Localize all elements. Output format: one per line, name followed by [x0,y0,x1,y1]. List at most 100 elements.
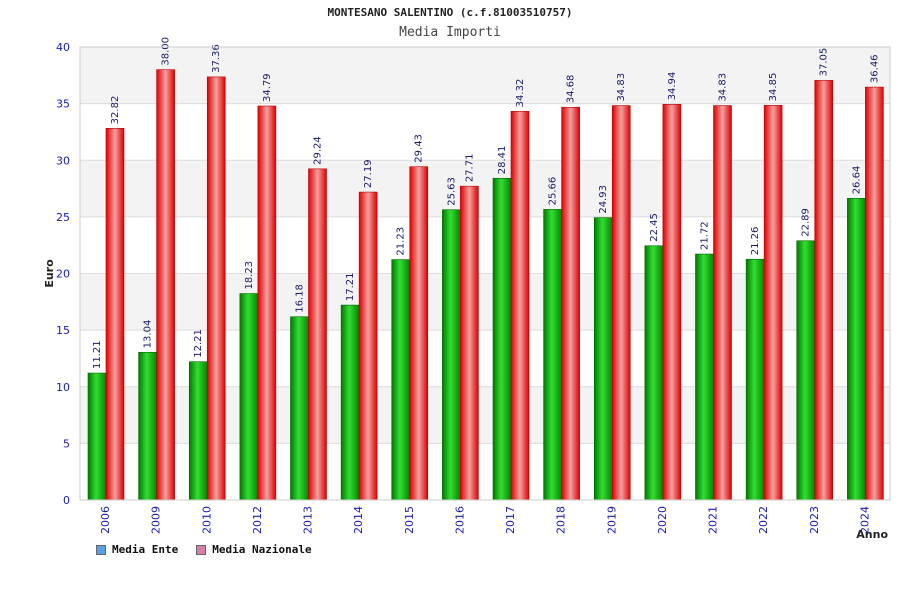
y-tick-label: 40 [56,41,70,54]
plot-frame [79,46,891,501]
x-tick-label: 2017 [504,506,517,534]
bar-media-nazionale [713,105,732,501]
value-label-ente: 21.72 [700,221,711,250]
value-label-ente: 22.89 [801,208,812,237]
legend-label-nazionale: Media Nazionale [212,543,312,556]
value-label-nazionale: 27.19 [363,159,374,188]
value-label-ente: 22.45 [649,213,660,242]
value-label-nazionale: 29.43 [414,134,425,163]
x-tick-label: 2016 [453,506,466,534]
bar-media-ente [87,372,107,501]
value-label-ente: 21.26 [750,227,761,256]
value-label-nazionale: 29.24 [313,136,324,165]
bar-media-nazionale [206,76,226,501]
bar-media-nazionale [814,80,834,501]
bar-media-ente [847,198,866,501]
legend-swatch-ente [96,544,106,555]
y-tick-label: 5 [63,437,70,450]
value-label-nazionale: 34.32 [515,79,526,108]
y-tick-label: 35 [56,98,70,111]
bar-media-nazionale [611,105,631,501]
bar-media-ente [340,304,360,501]
y-tick-label: 25 [56,211,70,224]
y-tick-label: 20 [56,268,70,281]
value-label-nazionale: 34.94 [667,72,678,101]
bar-media-ente [543,209,562,501]
value-label-nazionale: 36.46 [869,54,880,83]
legend-item-ente: Media Ente [96,543,178,556]
bar-media-ente [138,352,157,501]
legend-item-nazionale: Media Nazionale [196,543,312,556]
x-tick-label: 2023 [808,506,821,534]
value-label-ente: 18.23 [244,261,255,290]
x-tick-label: 2006 [99,506,112,534]
bar-media-nazionale [763,105,783,501]
bar-media-ente [391,259,411,501]
x-tick-label: 2013 [302,506,315,534]
y-tick-label: 10 [56,381,70,394]
bar-media-nazionale [358,191,378,501]
value-label-ente: 24.93 [598,185,609,214]
x-tick-label: 2009 [150,506,163,534]
value-label-nazionale: 27.71 [464,154,475,183]
bar-media-ente [796,240,816,501]
bar-media-ente [695,253,714,501]
chart-legend: Media Ente Media Nazionale [96,543,312,556]
chart-title: MONTESANO SALENTINO (c.f.81003510757) [327,6,573,19]
bar-media-ente [644,245,664,501]
value-label-ente: 25.63 [446,177,457,206]
x-axis-label: Anno [856,528,888,541]
bar-media-nazionale [409,166,429,501]
y-tick-label: 30 [56,154,70,167]
value-label-ente: 17.21 [345,272,356,301]
y-tick-label: 15 [56,324,70,337]
x-tick-label: 2018 [555,506,568,534]
value-label-nazionale: 38.00 [161,37,172,66]
bar-media-nazionale [156,69,175,501]
value-label-nazionale: 37.36 [211,44,222,73]
x-tick-label: 2021 [707,506,720,534]
x-tick-label: 2024 [858,506,871,534]
x-tick-label: 2014 [352,506,365,534]
bar-media-nazionale [865,86,884,501]
bar-media-ente [745,258,765,501]
value-label-nazionale: 34.83 [718,73,729,102]
value-label-ente: 25.66 [548,177,559,206]
value-label-ente: 21.23 [396,227,407,256]
value-label-nazionale: 32.82 [110,96,121,125]
bar-media-ente [492,177,512,501]
bar-media-nazionale [561,106,580,501]
legend-swatch-nazionale [196,544,207,555]
legend-label-ente: Media Ente [112,543,179,556]
value-label-nazionale: 34.79 [262,73,273,102]
x-tick-label: 2010 [200,506,213,534]
value-label-ente: 28.41 [497,146,508,175]
bar-media-ente [593,217,613,501]
x-tick-label: 2015 [403,506,416,534]
bar-media-nazionale [662,104,682,501]
bar-media-nazionale [460,185,479,501]
x-tick-label: 2019 [605,506,618,534]
bar-media-nazionale [308,168,327,501]
bar-media-nazionale [510,111,530,501]
y-tick-label: 0 [63,494,70,507]
y-axis-label: Euro [43,259,56,288]
value-label-nazionale: 34.68 [566,75,577,104]
value-label-ente: 26.64 [851,166,862,195]
value-label-nazionale: 34.85 [768,73,779,102]
x-tick-label: 2012 [251,506,264,534]
value-label-ente: 16.18 [295,284,306,313]
bar-media-nazionale [105,128,125,501]
x-tick-label: 2020 [656,506,669,534]
bar-media-ente [442,209,461,501]
x-tick-label: 2022 [757,506,770,534]
value-label-nazionale: 34.83 [616,73,627,102]
bar-media-ente [239,293,259,501]
value-label-ente: 13.04 [143,320,154,349]
chart-subtitle: Media Importi [399,25,501,40]
value-label-ente: 11.21 [92,340,103,369]
bar-media-ente [188,361,208,501]
bar-media-nazionale [257,105,277,501]
